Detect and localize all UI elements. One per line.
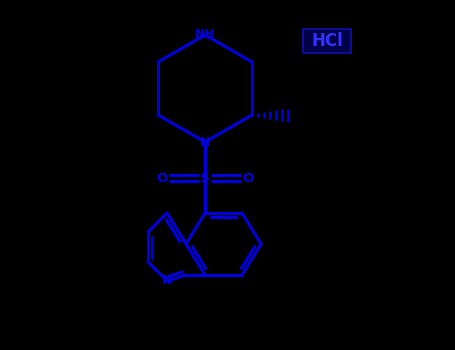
Text: N: N [162, 274, 172, 287]
Text: HCl: HCl [311, 32, 343, 50]
Text: NH: NH [195, 28, 215, 42]
Text: S: S [200, 172, 210, 184]
Text: O: O [243, 172, 253, 184]
Text: O: O [157, 172, 167, 184]
Text: N: N [200, 135, 210, 148]
Bar [303, 29, 351, 53]
